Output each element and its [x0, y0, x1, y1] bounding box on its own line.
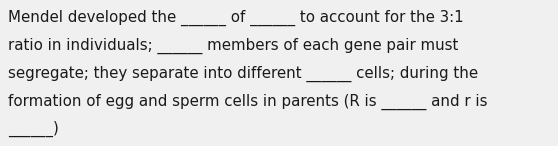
Text: segregate; they separate into different ______ cells; during the: segregate; they separate into different … — [8, 66, 479, 82]
Text: Mendel developed the ______ of ______ to account for the 3:1: Mendel developed the ______ of ______ to… — [8, 10, 464, 26]
Text: ratio in individuals; ______ members of each gene pair must: ratio in individuals; ______ members of … — [8, 38, 459, 54]
Text: formation of egg and sperm cells in parents (R is ______ and r is: formation of egg and sperm cells in pare… — [8, 93, 488, 110]
Text: ______): ______) — [8, 121, 59, 137]
